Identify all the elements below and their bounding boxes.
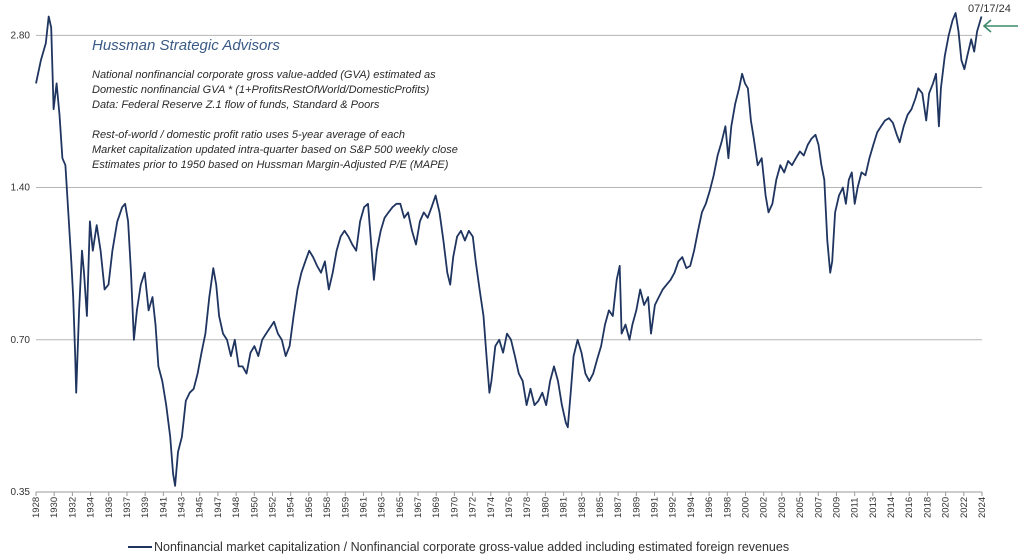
x-tick-label: 1969 [431, 497, 442, 518]
x-tick-label: 1941 [158, 497, 169, 518]
series-line [35, 12, 983, 487]
x-tick-label: 2014 [886, 497, 897, 518]
x-tick-label: 1980 [540, 497, 551, 518]
brand-title: Hussman Strategic Advisors [92, 37, 280, 54]
x-tick-label: 1967 [413, 497, 424, 518]
x-tick-label: 2022 [959, 497, 970, 518]
x-tick-label: 1972 [468, 497, 479, 518]
x-tick-label: 1954 [286, 497, 297, 518]
x-tick-label: 2007 [813, 497, 824, 518]
x-tick-label: 1937 [122, 497, 133, 518]
x-tick-label: 1934 [86, 497, 97, 518]
x-tick-label: 2020 [941, 497, 952, 518]
x-tick-label: 1932 [67, 497, 78, 518]
y-tick-label: 1.40 [11, 183, 31, 194]
x-tick-label: 1950 [249, 497, 260, 518]
x-tick-label: 1958 [322, 497, 333, 518]
x-tick-label: 1961 [358, 497, 369, 518]
y-tick-label: 0.70 [11, 335, 31, 346]
x-tick-label: 1952 [268, 497, 279, 518]
x-tick-label: 1996 [704, 497, 715, 518]
arrow-left-icon [982, 19, 1018, 33]
x-tick-label: 1956 [304, 497, 315, 518]
note-line-3: Data: Federal Reserve Z.1 flow of funds,… [92, 99, 380, 111]
x-tick-label: 1985 [595, 497, 606, 518]
note-line-5: Market capitalization updated intra-quar… [92, 144, 458, 156]
x-tick-label: 2002 [759, 497, 770, 518]
x-tick-label: 1978 [522, 497, 533, 518]
x-tick-label: 1939 [140, 497, 151, 518]
x-tick-label: 2016 [904, 497, 915, 518]
y-tick-label: 0.35 [11, 487, 31, 498]
x-tick-label: 2018 [922, 497, 933, 518]
x-tick-label: 1991 [650, 497, 661, 518]
x-tick-label: 1994 [686, 497, 697, 518]
x-tick-label: 2003 [777, 497, 788, 518]
notes-block: National nonfinancial corporate gross va… [92, 69, 458, 171]
x-axis-ticks: 1928 1930 1932 1934 1936 1937 1939 1941 1943 1945… [31, 492, 988, 518]
x-tick-label: 2011 [850, 498, 861, 518]
x-tick-label: 2000 [741, 497, 752, 518]
note-line-1: National nonfinancial corporate gross va… [92, 69, 436, 81]
legend: Nonfinancial market capitalization / Non… [128, 540, 789, 554]
x-tick-label: 1959 [340, 497, 351, 518]
x-tick-label: 1945 [195, 497, 206, 518]
x-tick-label: 1943 [177, 497, 188, 518]
legend-label: Nonfinancial market capitalization / Non… [154, 540, 789, 554]
note-line-4: Rest-of-world / domestic profit ratio us… [92, 129, 405, 141]
x-tick-label: 2009 [831, 497, 842, 518]
x-tick-label: 1989 [631, 497, 642, 518]
x-tick-label: 1928 [31, 497, 42, 518]
x-tick-label: 1963 [377, 497, 388, 518]
x-tick-label: 1983 [577, 497, 588, 518]
x-tick-label: 1976 [504, 497, 515, 518]
x-tick-label: 1992 [668, 497, 679, 518]
x-tick-label: 1974 [486, 497, 497, 518]
y-axis-ticks: 0.35 0.70 1.40 2.80 [11, 30, 31, 498]
x-tick-label: 1965 [395, 497, 406, 518]
x-tick-label: 1981 [559, 497, 570, 518]
x-tick-label: 1936 [104, 497, 115, 518]
date-annotation: 07/17/24 [968, 3, 1011, 15]
x-tick-label: 2013 [868, 497, 879, 518]
note-line-2: Domestic nonfinancial GVA * (1+ProfitsRe… [92, 84, 430, 96]
x-tick-label: 2005 [795, 497, 806, 518]
x-tick-label: 1930 [49, 497, 60, 518]
x-tick-label: 2024 [977, 497, 988, 518]
y-tick-label: 2.80 [11, 30, 31, 41]
x-tick-label: 1947 [213, 497, 224, 518]
x-tick-label: 1948 [231, 497, 242, 518]
x-tick-label: 1970 [449, 497, 460, 518]
x-tick-label: 1998 [722, 497, 733, 518]
note-line-6: Estimates prior to 1950 based on Hussman… [92, 159, 449, 171]
x-tick-label: 1987 [613, 497, 624, 518]
